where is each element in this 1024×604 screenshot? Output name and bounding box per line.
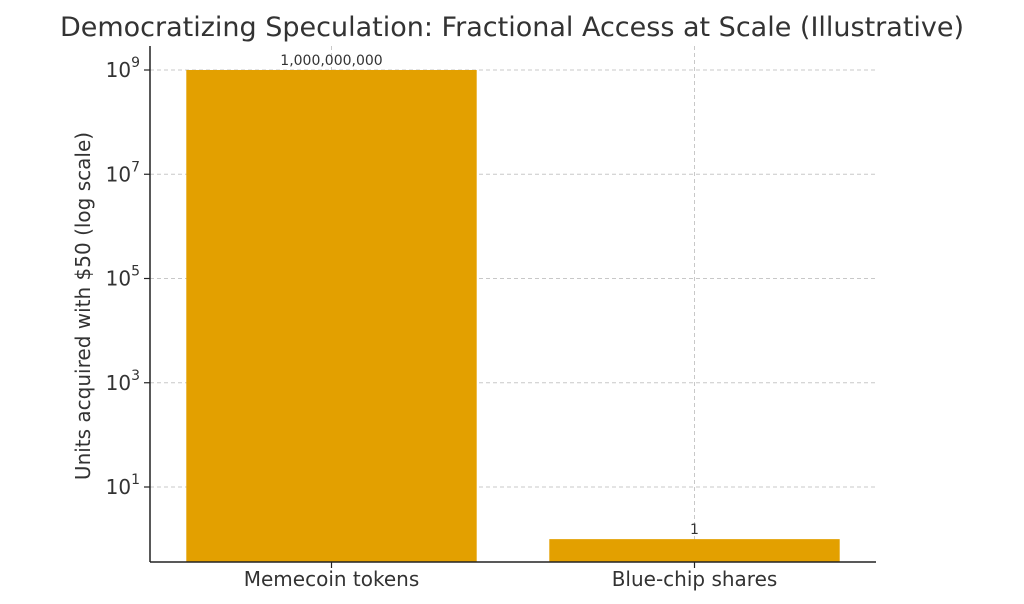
x-tick-label: Blue-chip shares [612,567,778,591]
data-label: 1,000,000,000 [280,53,382,69]
bar-1 [549,539,840,562]
y-tick-label: 101 [106,472,140,499]
data-labels: 1,000,000,000 1 [280,53,699,538]
y-axis-label: Units acquired with $50 (log scale) [71,132,95,480]
bars [186,70,840,562]
y-tick-label: 109 [106,55,140,82]
y-tick-label: 103 [106,368,140,395]
axes: 101 103 105 107 109 Memecoin tokens Blue-chip … [106,46,876,591]
y-tick-label: 105 [106,264,140,291]
data-label: 1 [690,522,699,538]
x-tick-label: Memecoin tokens [244,567,420,591]
chart-title: Democratizing Speculation: Fractional Ac… [60,12,964,43]
y-tick-label: 107 [106,159,140,186]
bar-0 [186,70,477,562]
